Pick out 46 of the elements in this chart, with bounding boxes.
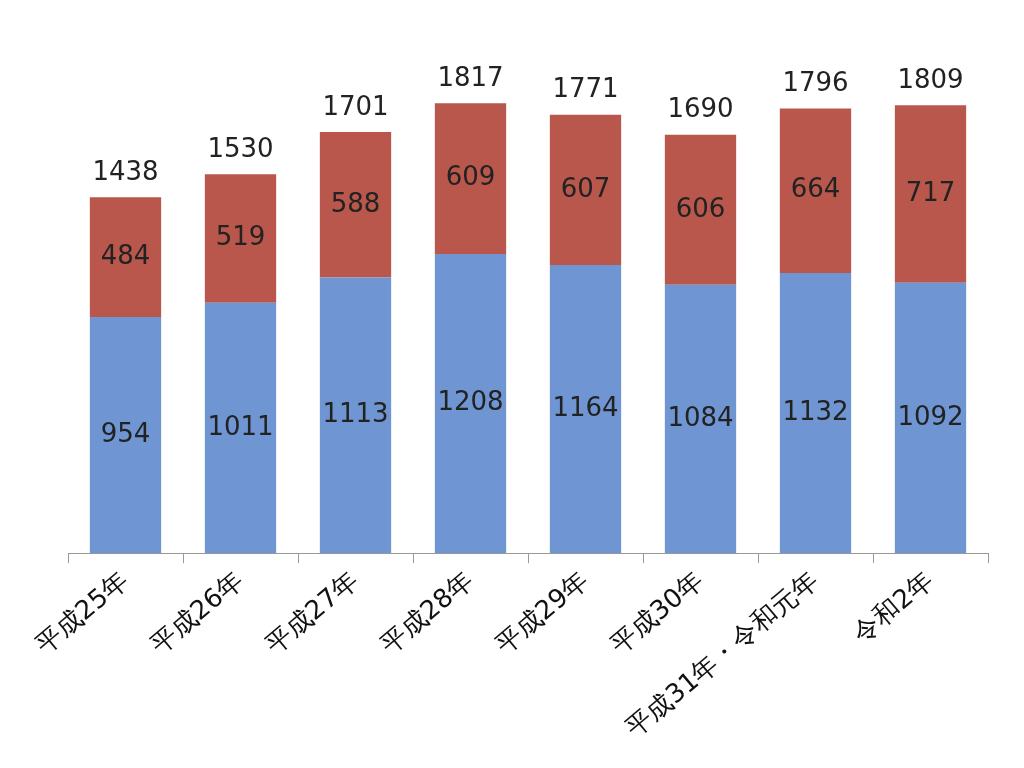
bar bbox=[89, 316, 162, 554]
data-label: 588 bbox=[330, 187, 381, 218]
bar bbox=[319, 132, 392, 278]
x-tick-label: 令和2年 bbox=[846, 564, 939, 649]
total-label: 1701 bbox=[322, 90, 389, 121]
data-label: 609 bbox=[445, 161, 496, 192]
x-tick-label: 平成26年 bbox=[144, 564, 249, 660]
total-label: 1817 bbox=[437, 62, 504, 93]
bar bbox=[549, 114, 622, 265]
data-label: 954 bbox=[100, 417, 151, 448]
bar bbox=[894, 282, 967, 554]
data-label: 1084 bbox=[667, 401, 734, 432]
bar bbox=[664, 134, 737, 285]
data-label: 1164 bbox=[552, 391, 619, 422]
bar bbox=[204, 302, 277, 554]
bar bbox=[779, 108, 852, 273]
x-tick-label: 平成27年 bbox=[259, 564, 364, 660]
data-label: 606 bbox=[675, 192, 726, 223]
x-tick-label: 平成28年 bbox=[374, 564, 479, 660]
data-label: 607 bbox=[560, 172, 611, 203]
bar bbox=[434, 103, 507, 255]
bar bbox=[894, 105, 967, 283]
data-label: 1132 bbox=[782, 395, 849, 426]
total-label: 1530 bbox=[207, 133, 274, 164]
bar bbox=[319, 277, 392, 554]
data-label: 1208 bbox=[437, 386, 504, 417]
bar bbox=[779, 272, 852, 554]
total-label: 1809 bbox=[897, 64, 964, 95]
total-label: 1796 bbox=[782, 67, 849, 98]
data-label: 1113 bbox=[322, 398, 389, 429]
total-label: 1771 bbox=[552, 73, 619, 104]
total-label: 1438 bbox=[92, 155, 159, 186]
bar bbox=[434, 254, 507, 554]
x-tick-label: 平成29年 bbox=[489, 564, 594, 660]
total-label: 1690 bbox=[667, 93, 734, 124]
x-tick-label: 平成25年 bbox=[29, 564, 134, 660]
bar bbox=[89, 197, 162, 317]
data-label: 519 bbox=[215, 221, 266, 252]
data-label: 484 bbox=[100, 239, 151, 270]
data-label: 664 bbox=[790, 173, 841, 204]
data-label: 1011 bbox=[207, 410, 274, 441]
data-label: 1092 bbox=[897, 400, 964, 431]
data-label: 717 bbox=[905, 176, 956, 207]
bar bbox=[664, 284, 737, 554]
bar bbox=[204, 174, 277, 303]
bar bbox=[549, 264, 622, 554]
